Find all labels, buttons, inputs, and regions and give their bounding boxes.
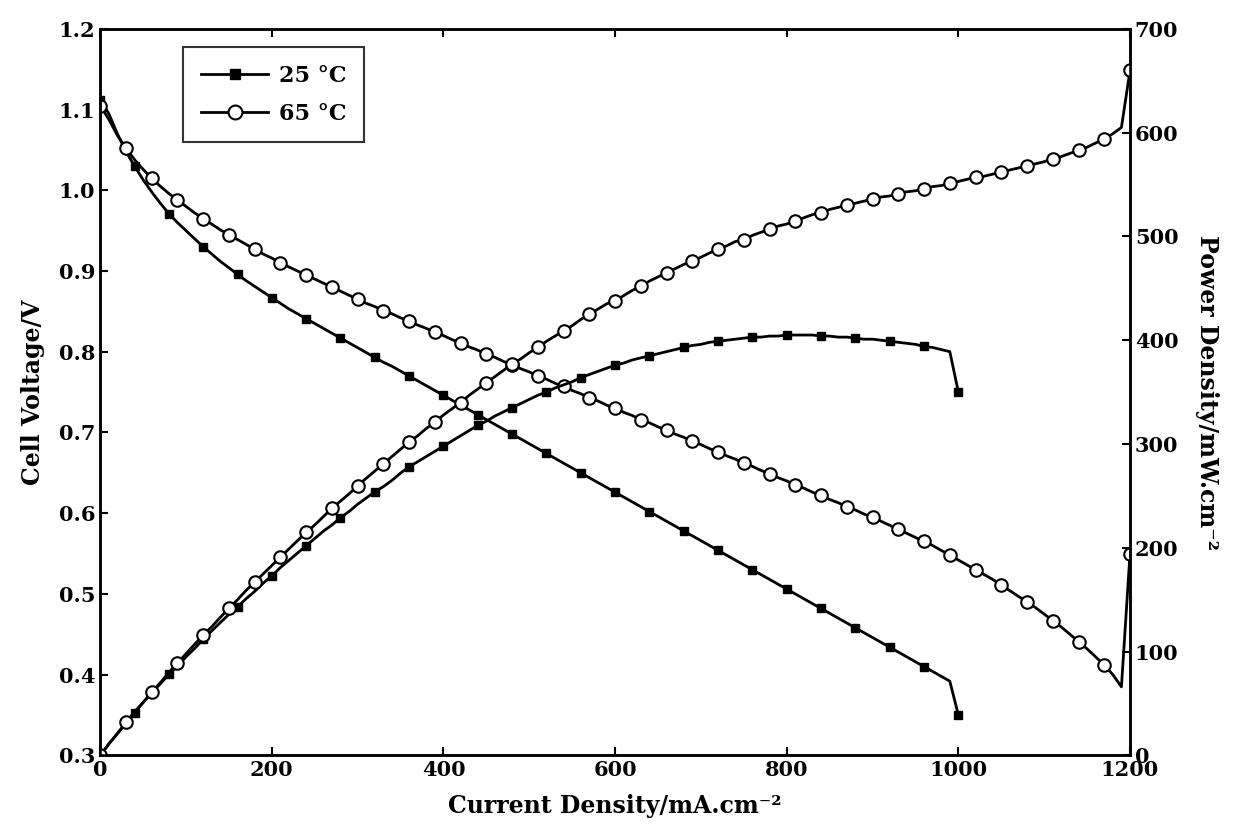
X-axis label: Current Density/mA.cm⁻²: Current Density/mA.cm⁻² [449, 795, 782, 818]
Y-axis label: Cell Voltage/V: Cell Voltage/V [21, 300, 45, 485]
Y-axis label: Power Density/mW.cm⁻²: Power Density/mW.cm⁻² [1195, 235, 1219, 550]
Legend: 25 °C, 65 °C: 25 °C, 65 °C [184, 47, 365, 143]
